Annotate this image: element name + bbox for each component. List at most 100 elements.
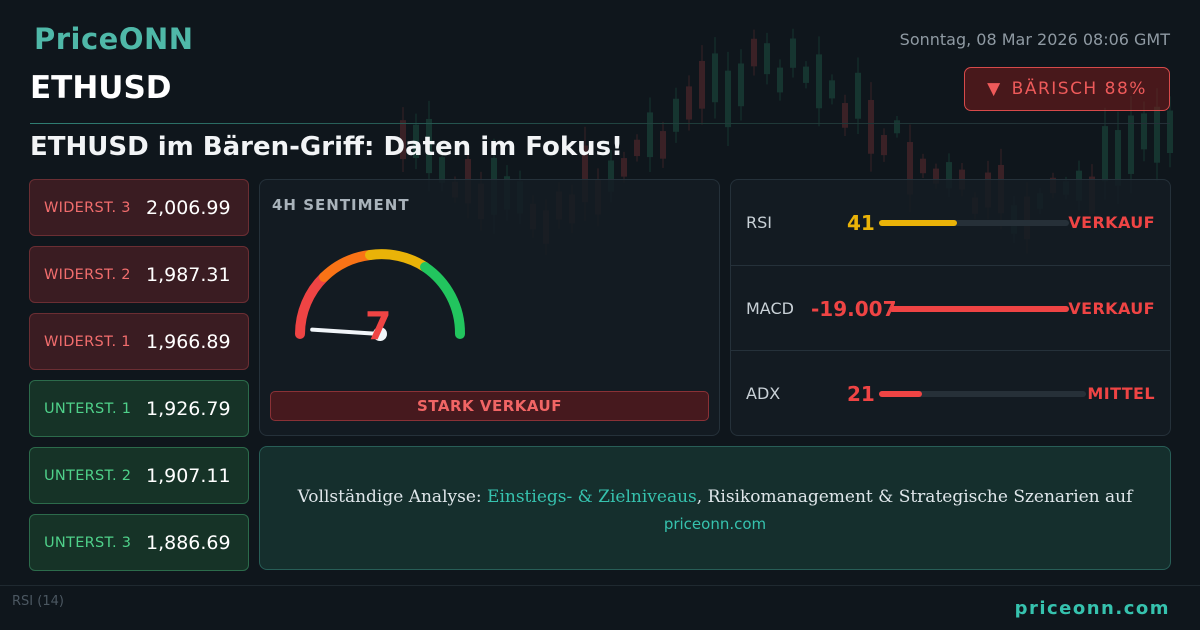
rsi-ghost-period: (14) [37, 594, 64, 609]
level-value: 1,926.79 [146, 397, 231, 420]
sentiment-gauge-icon [295, 249, 466, 341]
cta-text-after: , Risikomanagement & Strategische Szenar… [696, 487, 1133, 507]
footer-divider [0, 585, 1200, 586]
indicator-name: ADX [746, 384, 781, 403]
background-candle-body [764, 43, 770, 75]
background-candle-body [803, 66, 809, 83]
background-candle-body [439, 157, 445, 183]
background-candle-body [842, 103, 848, 128]
background-candle-body [855, 72, 861, 119]
background-candle-body [777, 67, 783, 93]
level-support-3: UNTERST. 3 1,886.69 [29, 514, 249, 571]
gauge-arc-red [295, 272, 329, 339]
background-candle-body [933, 168, 939, 184]
gauge-hub [373, 327, 387, 341]
indicator-bar-fill [879, 219, 957, 226]
symbol-title: ETHUSD [30, 70, 172, 106]
cta-link[interactable]: priceonn.com [663, 515, 767, 533]
gauge-needle [310, 327, 382, 336]
level-value: 1,886.69 [146, 531, 231, 554]
background-candle-body [894, 120, 900, 134]
background-candle-body [829, 80, 835, 99]
indicator-bar [889, 305, 1069, 312]
background-candle-body [1154, 106, 1160, 163]
background-candle-body [868, 99, 874, 154]
background-candle-body [673, 98, 679, 132]
indicator-bar-fill [889, 305, 1069, 312]
indicator-row-rsi: RSI 41 VERKAUF [731, 180, 1170, 265]
sentiment-label: STARK VERKAUF [270, 391, 709, 421]
background-candle-body [751, 38, 757, 67]
background-candle-body [400, 120, 406, 160]
background-candle-body [686, 86, 692, 120]
background-candle-body [1167, 110, 1173, 154]
background-candle-body [725, 70, 731, 128]
level-support-1: UNTERST. 1 1,926.79 [29, 380, 249, 437]
level-resistance-2: WIDERST. 2 1,987.31 [29, 246, 249, 303]
level-label: UNTERST. 2 [44, 467, 132, 484]
indicators-panel: RSI 41 VERKAUF MACD -19.007 VERKAUF ADX … [730, 179, 1171, 436]
sentiment-title: 4H SENTIMENT [272, 196, 410, 214]
background-candle-body [881, 135, 887, 156]
indicator-value: -19.007 [811, 296, 897, 321]
cta-text: Vollständige Analyse: Einstiegs- & Zieln… [260, 487, 1170, 507]
background-candle-body [816, 54, 822, 109]
indicator-row-adx: ADX 21 MITTEL [731, 350, 1170, 436]
level-label: UNTERST. 3 [44, 534, 132, 551]
background-candle-body [699, 60, 705, 109]
background-candle-body [1115, 130, 1121, 186]
indicator-bar [879, 219, 1069, 226]
level-label: WIDERST. 1 [44, 333, 131, 350]
gauge-arc-orange [319, 250, 375, 282]
levels-list: WIDERST. 3 2,006.99 WIDERST. 2 1,987.31 … [29, 179, 249, 581]
background-candle-body [621, 158, 627, 177]
level-value: 2,006.99 [146, 196, 231, 219]
gauge-arc-green [420, 262, 466, 339]
level-resistance-3: WIDERST. 3 2,006.99 [29, 179, 249, 236]
indicator-bar [879, 390, 1086, 397]
gauge-arc-yellow [365, 249, 430, 272]
indicator-value: 21 [847, 381, 875, 406]
indicator-bar-fill [879, 390, 923, 397]
indicator-name: MACD [746, 299, 794, 318]
level-resistance-1: WIDERST. 1 1,966.89 [29, 313, 249, 370]
indicator-name: RSI [746, 213, 772, 232]
background-candle-body [946, 162, 952, 189]
level-label: UNTERST. 1 [44, 400, 132, 417]
level-support-2: UNTERST. 2 1,907.11 [29, 447, 249, 504]
bearish-badge: ▼ BÄRISCH 88% [964, 67, 1170, 111]
level-value: 1,966.89 [146, 330, 231, 353]
background-candle-body [790, 38, 796, 68]
header-datetime: Sonntag, 08 Mar 2026 08:06 GMT [899, 30, 1170, 49]
indicator-signal: MITTEL [1087, 384, 1155, 403]
level-value: 1,987.31 [146, 263, 231, 286]
background-candle-body [426, 118, 432, 174]
triangle-down-icon: ▼ [987, 79, 1002, 99]
rsi-ghost-label: RSI [12, 594, 34, 609]
indicator-value: 41 [847, 210, 875, 235]
background-candle-body [647, 112, 653, 158]
level-label: WIDERST. 3 [44, 199, 131, 216]
sentiment-score: 7 [365, 304, 392, 348]
background-candle-body [608, 160, 614, 192]
level-value: 1,907.11 [146, 464, 231, 487]
background-candle-body [660, 131, 666, 159]
indicator-row-macd: MACD -19.007 VERKAUF [731, 265, 1170, 351]
background-candle-body [582, 145, 588, 203]
background-candle-body [413, 124, 419, 159]
header-divider [30, 123, 1170, 124]
badge-label: BÄRISCH 88% [1011, 79, 1147, 99]
background-candle-body [634, 139, 640, 157]
background-candle-body [1141, 113, 1147, 150]
background-candle-body [1102, 126, 1108, 182]
analysis-cta-panel[interactable]: Vollständige Analyse: Einstiegs- & Zieln… [259, 446, 1171, 570]
indicator-signal: VERKAUF [1068, 213, 1155, 232]
priceonn-logo: PriceONN [34, 22, 194, 56]
background-candle-body [738, 63, 744, 107]
level-label: WIDERST. 2 [44, 266, 131, 283]
footer-url[interactable]: priceonn.com [1014, 598, 1170, 619]
background-candle-body [712, 53, 718, 103]
background-candle-body [920, 158, 926, 174]
cta-highlight: Einstiegs- & Zielniveaus [487, 487, 697, 507]
indicator-signal: VERKAUF [1068, 299, 1155, 318]
